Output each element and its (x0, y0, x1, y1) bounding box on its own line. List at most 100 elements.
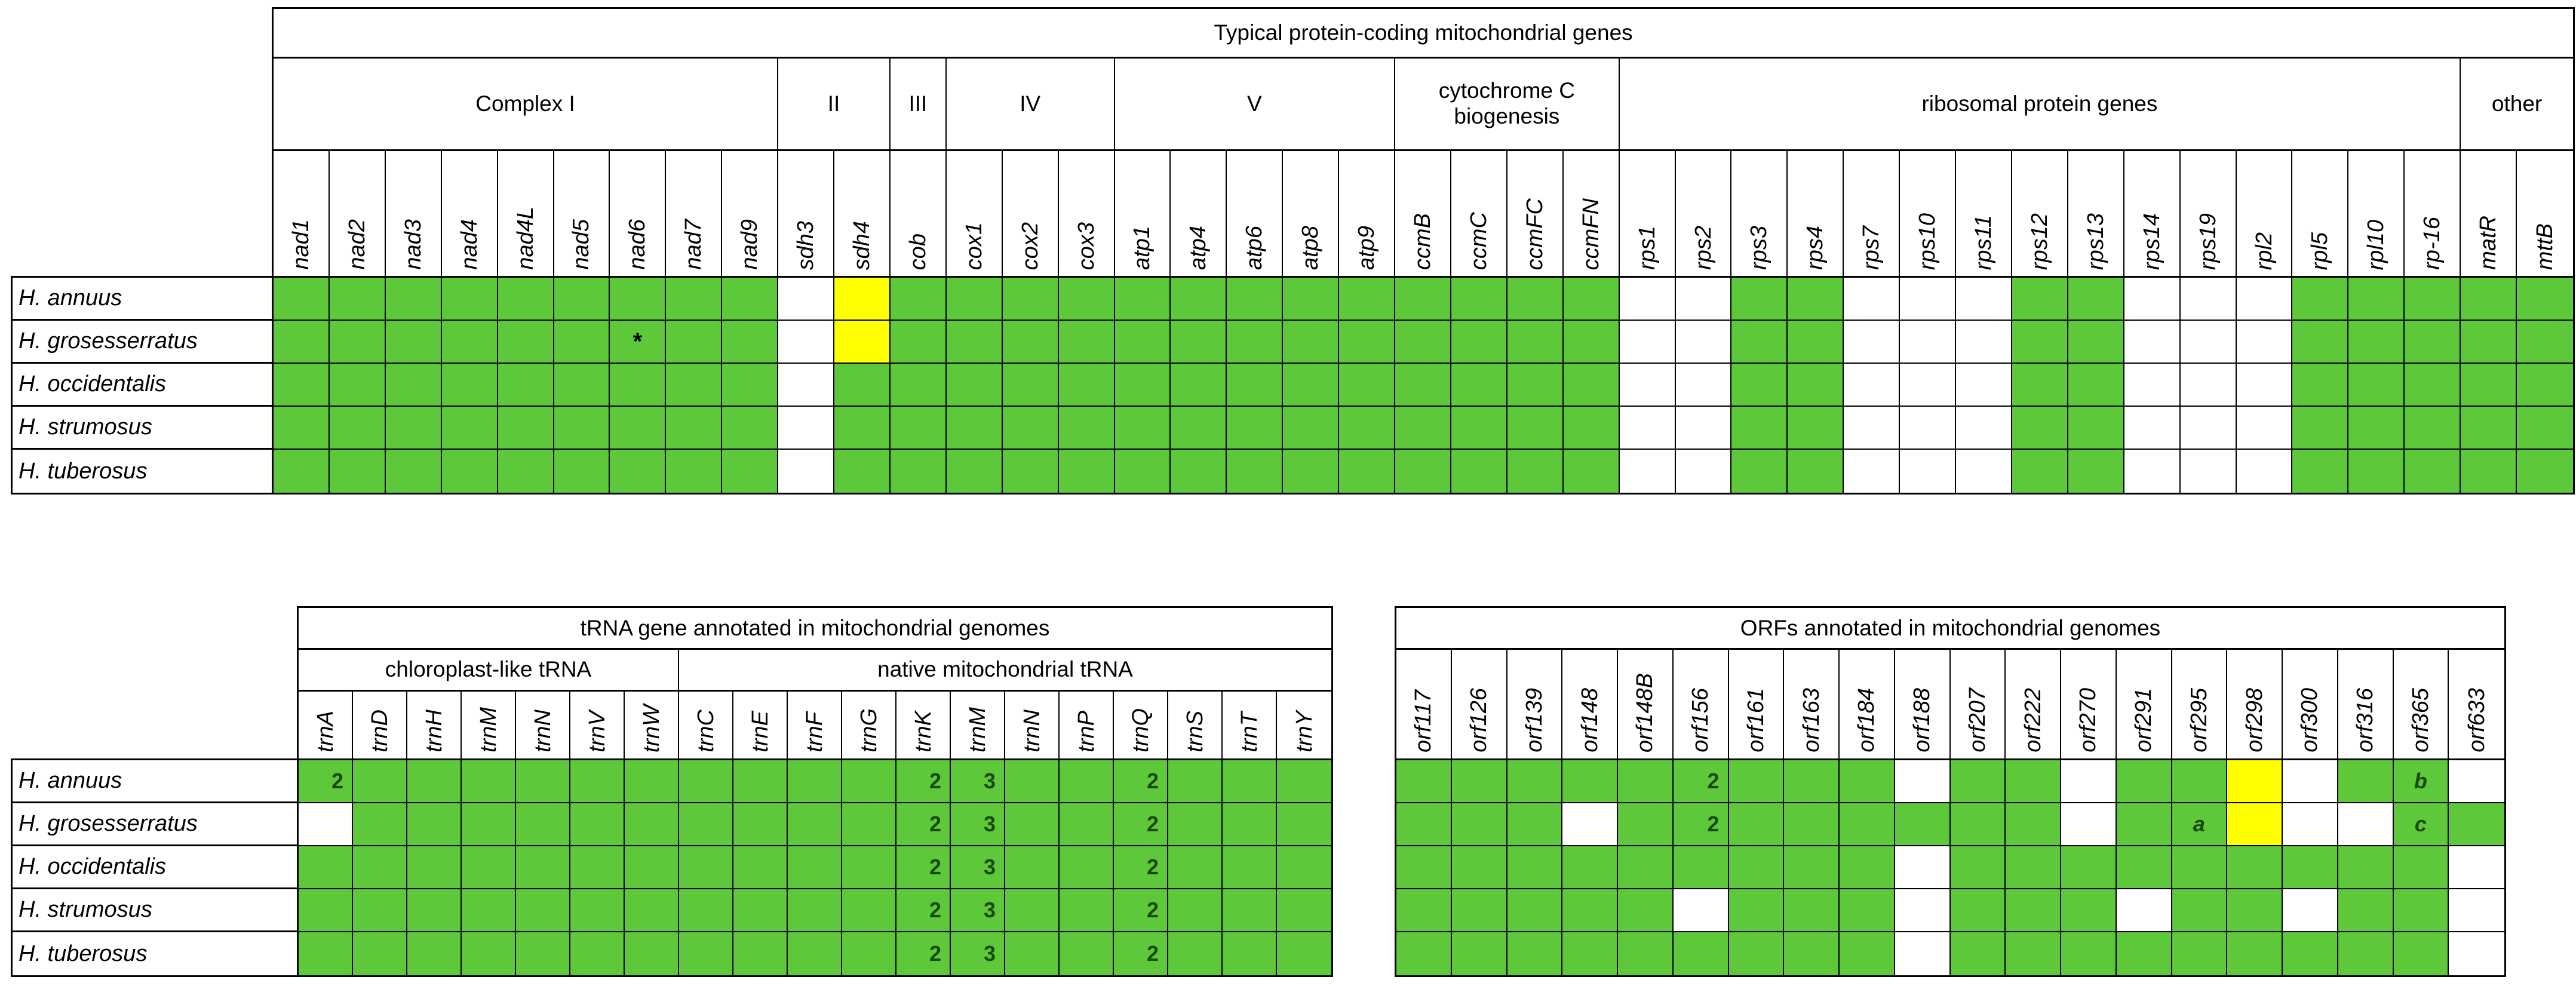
gene-group-header: chloroplast-like tRNA (299, 650, 679, 692)
presence-cell (1283, 321, 1340, 364)
presence-cell (1956, 321, 2012, 364)
gene-column-label: orf316 (2353, 688, 2378, 752)
presence-cell (2348, 321, 2405, 364)
gene-column-header: nad3 (385, 151, 442, 278)
gene-column-label: nad1 (288, 219, 314, 270)
gene-column-label: cox3 (1073, 222, 1099, 270)
gene-column-header: rps14 (2124, 151, 2181, 278)
presence-cell (679, 803, 733, 846)
presence-cell (679, 932, 733, 975)
gene-column-header: nad4L (498, 151, 554, 278)
presence-cell (498, 407, 554, 450)
presence-cell (1223, 760, 1277, 803)
gene-column-label: orf163 (1798, 688, 1824, 752)
presence-cell (1840, 846, 1895, 889)
gene-column-label: orf295 (2186, 688, 2212, 752)
presence-cell (1171, 278, 1227, 321)
presence-cell (2180, 450, 2237, 493)
presence-cell (1227, 450, 1284, 493)
presence-cell (1002, 278, 1059, 321)
presence-cell: 2 (896, 889, 951, 932)
gene-group-label: V (1246, 91, 1262, 116)
presence-cell (1619, 407, 1676, 450)
presence-cell (1731, 364, 1788, 407)
gene-column-label: sdh3 (793, 220, 819, 270)
presence-cell (2227, 760, 2283, 803)
presence-cell (1396, 760, 1452, 803)
gene-column-header: orf163 (1784, 650, 1840, 760)
presence-cell (946, 450, 1003, 493)
presence-cell (946, 364, 1003, 407)
presence-cell (2116, 932, 2172, 975)
gene-column-header: orf365 (2393, 650, 2449, 760)
presence-cell (385, 321, 442, 364)
presence-cell (788, 803, 842, 846)
presence-cell (1563, 321, 1620, 364)
presence-cell: 3 (951, 846, 1005, 889)
gene-column-label: nad4 (456, 219, 482, 270)
gene-group-header: II (778, 59, 891, 151)
gene-column-label: trnV (584, 711, 610, 752)
gene-column-header: nad7 (666, 151, 723, 278)
presence-cell (1562, 889, 1618, 932)
presence-cell (722, 321, 779, 364)
gene-column-label: rp-16 (2420, 217, 2445, 270)
presence-cell (2061, 889, 2117, 932)
gene-column-header: ccmFC (1507, 151, 1564, 278)
gene-column-header: rp-16 (2405, 151, 2461, 278)
presence-cell (1840, 932, 1895, 975)
presence-cell (1339, 450, 1396, 493)
presence-cell (570, 803, 625, 846)
presence-cell (1900, 364, 1957, 407)
presence-cell (2012, 364, 2068, 407)
gene-column-header: trnF (788, 692, 842, 760)
presence-cell (1339, 278, 1396, 321)
presence-cell (1451, 803, 1507, 846)
presence-cell (666, 407, 723, 450)
gene-column-label: rps4 (1803, 226, 1828, 270)
presence-cell (1395, 321, 1451, 364)
presence-cell (2292, 364, 2349, 407)
protein-table-title: Typical protein-coding mitochondrial gen… (274, 9, 2573, 59)
presence-cell (299, 889, 353, 932)
presence-cell (385, 364, 442, 407)
gene-column-header: atp8 (1283, 151, 1340, 278)
presence-cell (2338, 803, 2394, 846)
gene-group-label: other (2491, 91, 2543, 116)
presence-cell (441, 321, 498, 364)
presence-cell (2292, 321, 2349, 364)
presence-cell (2449, 889, 2504, 932)
presence-cell (834, 278, 891, 321)
presence-cell (516, 932, 570, 975)
presence-cell (666, 321, 723, 364)
presence-cell (1227, 278, 1284, 321)
presence-cell (1171, 321, 1227, 364)
gene-column-label: ccmB (1410, 213, 1435, 270)
presence-cell (610, 364, 667, 407)
presence-cell (329, 278, 386, 321)
gene-column-header: trnM (462, 692, 516, 760)
gene-column-header: orf117 (1396, 650, 1452, 760)
species-label: H. grosesserratus (13, 803, 297, 846)
gene-column-header: trnM (951, 692, 1005, 760)
presence-cell (842, 760, 896, 803)
presence-cell (1395, 278, 1451, 321)
gene-column-header: rpl2 (2236, 151, 2293, 278)
presence-cell (2172, 889, 2228, 932)
presence-cell (1277, 889, 1331, 932)
presence-cell (1619, 278, 1676, 321)
presence-cell (1451, 407, 1507, 450)
presence-cell (1396, 889, 1452, 932)
gene-group-label: cytochrome C biogenesis (1438, 78, 1575, 128)
species-label: H. annuus (13, 760, 297, 803)
presence-cell: 2 (896, 846, 951, 889)
presence-cell (1784, 760, 1840, 803)
presence-cell (1060, 760, 1114, 803)
presence-cell: c (2393, 803, 2449, 846)
gene-column-label: nad6 (625, 219, 650, 270)
presence-cell (441, 364, 498, 407)
presence-cell (2283, 846, 2338, 889)
presence-cell (1283, 278, 1340, 321)
presence-cell (788, 889, 842, 932)
presence-cell (1005, 846, 1060, 889)
